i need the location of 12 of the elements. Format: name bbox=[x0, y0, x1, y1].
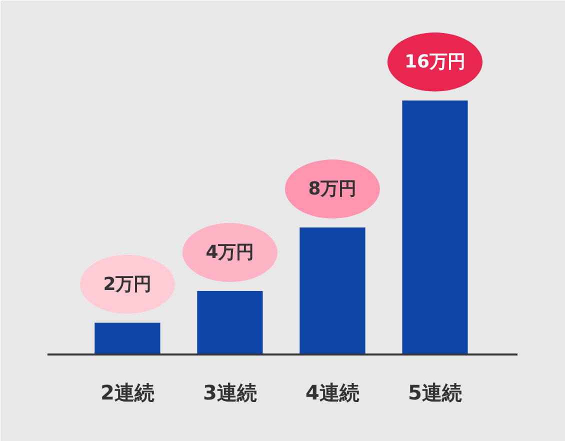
data-label: 16万円 bbox=[404, 52, 466, 72]
bar bbox=[94, 322, 160, 354]
data-label: 4万円 bbox=[206, 242, 254, 263]
bar bbox=[300, 228, 366, 354]
bar bbox=[197, 291, 263, 354]
x-tick-label: 3連続 bbox=[203, 380, 257, 404]
x-tick-label: 2連続 bbox=[100, 380, 154, 404]
x-tick-label: 4連続 bbox=[306, 380, 360, 404]
x-tick-label: 5連続 bbox=[408, 380, 462, 404]
bar bbox=[402, 100, 468, 354]
data-label: 2万円 bbox=[103, 274, 152, 295]
data-label: 8万円 bbox=[308, 178, 357, 200]
